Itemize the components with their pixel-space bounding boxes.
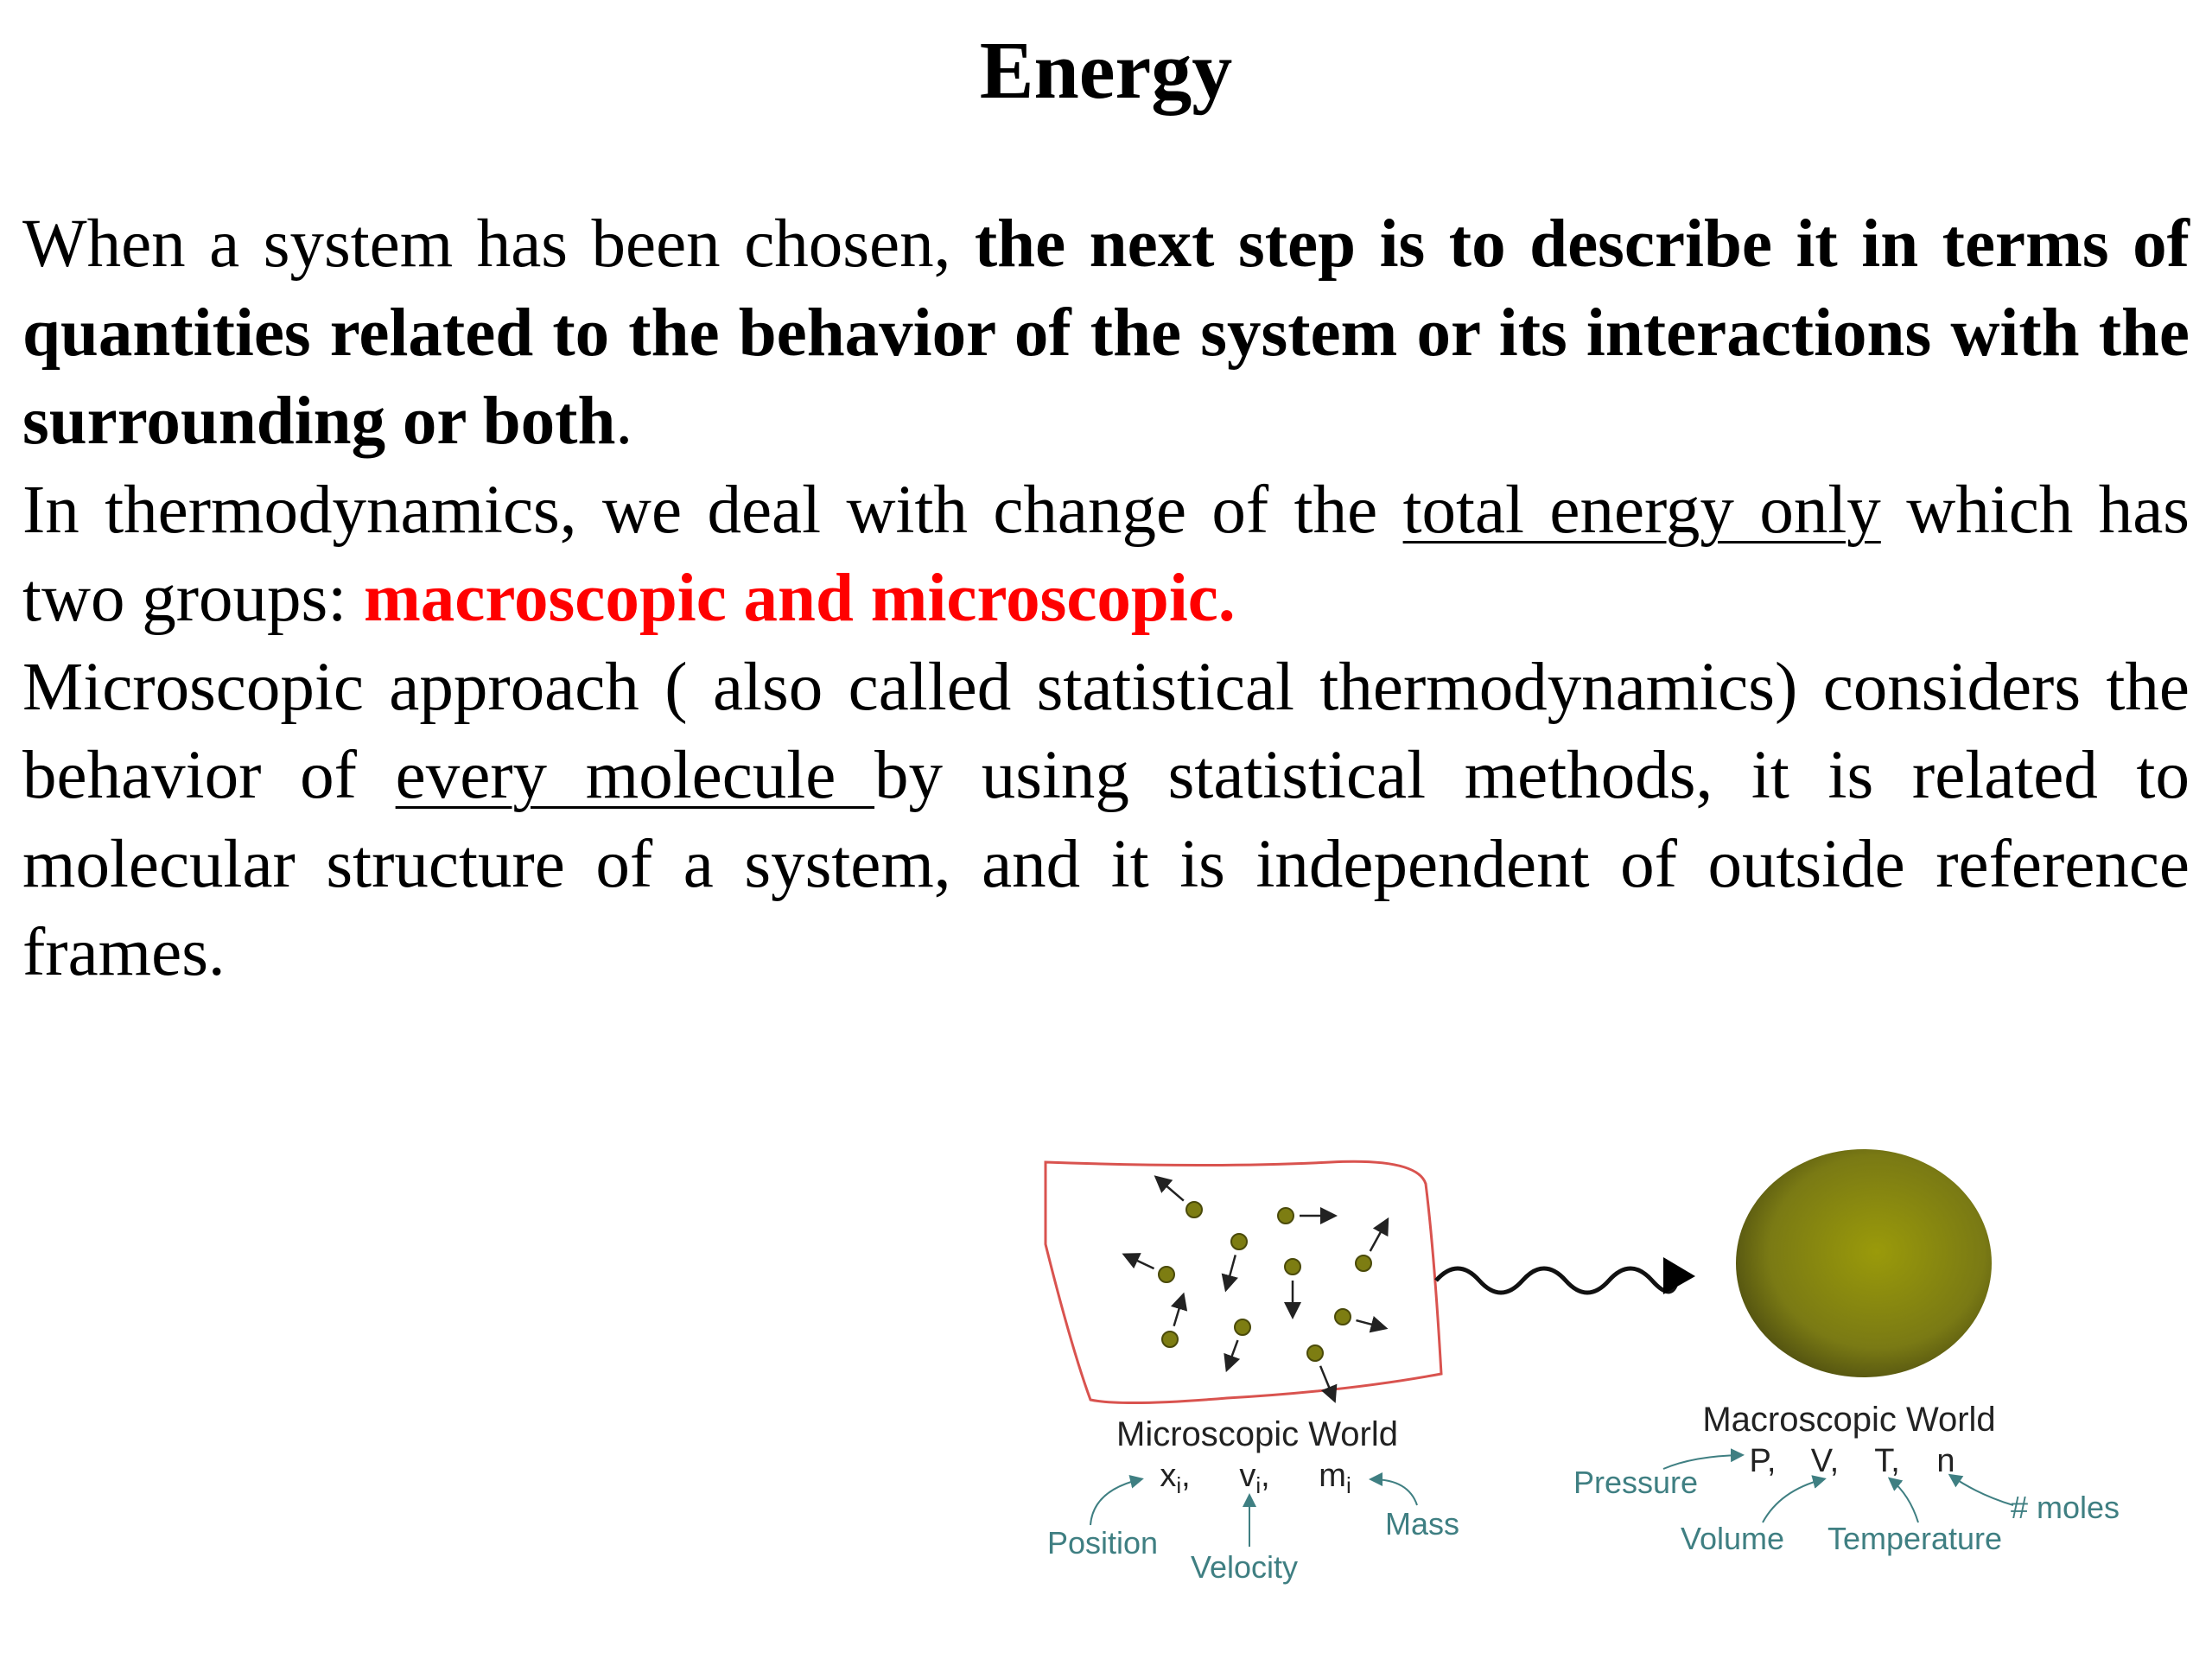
container-box <box>1044 1160 1443 1405</box>
velocity-vector-arrow <box>1319 1365 1338 1403</box>
temperature-arrow <box>1887 1477 1919 1523</box>
arrowhead-icon <box>1663 1257 1695 1294</box>
velocity-vector-arrow <box>1122 1253 1155 1270</box>
text: by using statistical methods, it is rela… <box>22 738 2190 990</box>
macro-symbol: P, <box>1749 1443 1776 1479</box>
bold-text: the next step is to describe it in terms… <box>22 207 2190 459</box>
underlined-text: total energy only <box>1402 472 1881 548</box>
molecule <box>1277 1207 1294 1224</box>
micro-symbol: mi <box>1319 1458 1351 1498</box>
velocity-vector-arrow <box>1356 1316 1389 1333</box>
label-temperature: Temperature <box>1827 1521 2002 1556</box>
text: When a system has been chosen, <box>22 207 975 282</box>
velocity-vector-arrow <box>1154 1175 1185 1202</box>
macroscopic-sphere <box>1736 1149 1992 1377</box>
label-volume: Volume <box>1681 1521 1784 1556</box>
molecule <box>1306 1344 1324 1362</box>
paragraph-system-description: When a system has been chosen, the next … <box>22 200 2190 467</box>
underlined-text: every molecule <box>395 738 875 813</box>
highlighted-text: macroscopic and microscopic. <box>364 561 1236 636</box>
macroscopic-symbols: P, V, T, n <box>1749 1443 1955 1479</box>
label-position: Position <box>1047 1525 1158 1560</box>
macro-symbol: n <box>1936 1443 1955 1479</box>
molecule <box>1161 1331 1179 1348</box>
label-pressure: Pressure <box>1573 1465 1698 1500</box>
text: Microscopic approach ( also called stati… <box>22 649 2190 814</box>
pressure-arrow <box>1662 1448 1745 1470</box>
mass-arrow <box>1369 1472 1418 1506</box>
macro-symbol: V, <box>1811 1443 1839 1479</box>
molecule <box>1158 1266 1175 1283</box>
text: In thermodynamics, we deal with change o… <box>22 472 1403 548</box>
macroscopic-world-title: Macroscopic World <box>1702 1401 1995 1439</box>
micro-symbol: vi, <box>1239 1458 1269 1498</box>
slide-body: When a system has been chosen, the next … <box>22 200 2190 998</box>
velocity-vector-arrow <box>1221 1255 1238 1293</box>
molecule <box>1234 1319 1251 1336</box>
wavy-arrow <box>1434 1266 1681 1295</box>
text: . <box>615 384 633 459</box>
text: which has two groups: <box>22 472 2190 637</box>
micro-symbol: xi, <box>1160 1458 1190 1498</box>
molecule <box>1334 1308 1351 1325</box>
velocity-vector-arrow <box>1170 1292 1188 1327</box>
molecule <box>1355 1255 1372 1272</box>
velocity-vector-arrow <box>1224 1339 1241 1373</box>
volume-arrow <box>1762 1475 1827 1523</box>
molecule <box>1185 1201 1203 1218</box>
paragraph-microscopic-approach: Microscopic approach ( also called stati… <box>22 644 2190 998</box>
label-moles: # moles <box>2011 1490 2120 1525</box>
slide-title: Energy <box>979 26 1233 116</box>
microscopic-symbols: xi, vi, mi <box>1160 1458 1351 1498</box>
molecules <box>1122 1175 1389 1403</box>
velocity-vector-arrow <box>1369 1217 1389 1252</box>
label-mass: Mass <box>1385 1506 1459 1541</box>
macro-symbol: T, <box>1874 1443 1900 1479</box>
paragraph-total-energy: In thermodynamics, we deal with change o… <box>22 467 2190 644</box>
molecule <box>1230 1233 1248 1250</box>
moles-arrow <box>1948 1473 2014 1506</box>
label-velocity: Velocity <box>1191 1549 1298 1585</box>
molecule <box>1284 1258 1301 1275</box>
position-arrow <box>1090 1474 1144 1526</box>
microscopic-world-title: Microscopic World <box>1116 1415 1398 1453</box>
